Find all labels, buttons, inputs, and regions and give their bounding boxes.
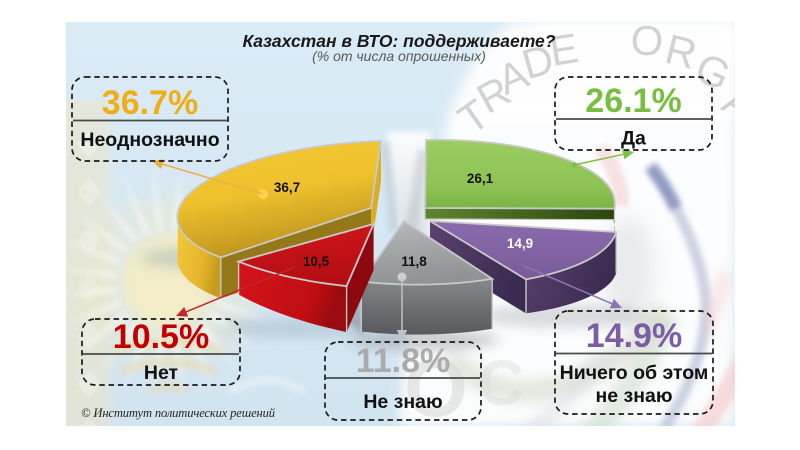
svg-text:11,8: 11,8 [401,254,427,269]
svg-text:(% от числа опрошенных): (% от числа опрошенных) [312,48,486,64]
svg-text:Неоднозначно: Неоднозначно [80,129,219,151]
svg-text:11.8%: 11.8% [356,342,451,380]
svg-text:O: O [629,16,666,66]
svg-text:36.7%: 36.7% [102,84,198,122]
svg-text:© Институт политических решени: © Институт политических решений [81,406,276,420]
svg-text:14,9: 14,9 [507,236,533,251]
svg-text:Не знаю: Не знаю [363,391,442,413]
svg-text:не знаю: не знаю [595,385,672,407]
svg-text:Нет: Нет [144,362,178,384]
svg-text:36,7: 36,7 [274,180,300,195]
svg-text:10,5: 10,5 [303,254,330,269]
svg-text:Казахстан в ВТО: поддерживаете: Казахстан в ВТО: поддерживаете? [243,31,556,51]
svg-text:Да: Да [621,128,646,150]
svg-text:26.1%: 26.1% [585,82,681,120]
svg-text:14.9%: 14.9% [586,317,682,355]
svg-text:Ничего об этом: Ничего об этом [560,362,709,384]
svg-text:10.5%: 10.5% [113,318,209,356]
svg-text:26,1: 26,1 [467,171,494,186]
